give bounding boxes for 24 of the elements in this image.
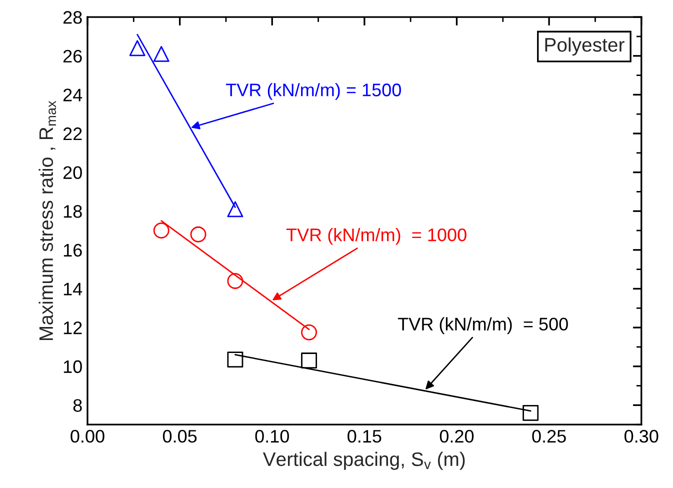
y-tick-label: 12 — [64, 321, 82, 334]
x-tick-label: 0.25 — [532, 430, 566, 443]
y-tick-label: 14 — [64, 282, 82, 296]
y-tick-label: 10 — [64, 360, 82, 374]
y-tick-label: 28 — [63, 11, 82, 24]
x-axis-title: Vertical spacing, S$_{v}$ (m) — [262, 452, 465, 470]
y-tick-label: 18 — [64, 205, 82, 218]
annotation: TVR (kN/m/m) = 1500 — [226, 83, 401, 100]
annotation: Polyester — [545, 37, 624, 56]
y-tick-label: 20 — [63, 166, 82, 180]
x-tick-label: 0.30 — [624, 430, 658, 443]
x-tick-label: 0.10 — [255, 430, 289, 443]
annotation: TVR (kN/m/m) = 500 — [398, 317, 568, 334]
x-tick-label: 0.00 — [70, 430, 104, 443]
annotation: TVR (kN/m/m) = 1000 — [286, 228, 466, 245]
y-tick-label: 22 — [63, 127, 82, 140]
y-tick-label: 24 — [63, 88, 82, 102]
y-axis-title: Maximum stress ratio , R$_{max}$ — [38, 100, 56, 340]
x-tick-label: 0.20 — [440, 430, 474, 443]
x-tick-label: 0.05 — [162, 430, 197, 443]
x-tick-label: 0.15 — [348, 430, 382, 443]
y-tick-label: 26 — [63, 50, 82, 63]
y-tick-label: 16 — [64, 244, 82, 257]
y-tick-label: 8 — [73, 399, 82, 412]
